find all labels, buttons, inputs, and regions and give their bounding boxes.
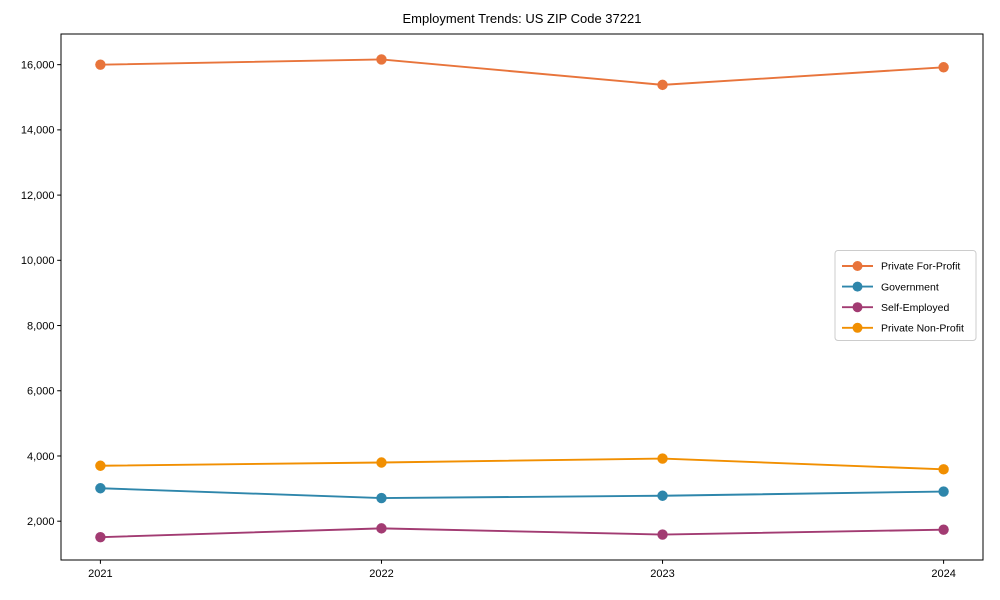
data-point-marker [938,486,949,497]
data-point-marker [938,62,949,73]
chart-title: Employment Trends: US ZIP Code 37221 [402,11,642,26]
line-series [100,58,944,86]
legend-label: Self-Employed [881,302,949,314]
data-point-marker [95,483,106,494]
legend-label: Private For-Profit [881,261,960,273]
legend-marker [852,302,863,313]
legend-marker [852,322,863,333]
x-tick-label: 2021 [88,568,112,580]
y-tick-label: 16,000 [21,59,55,71]
data-point-marker [376,457,387,468]
legend-box [834,250,977,341]
data-point-marker [657,490,668,501]
line-series [100,457,944,471]
y-tick-label: 6,000 [27,386,55,398]
data-point-marker [657,79,668,91]
data-point-marker [938,524,949,535]
y-tick-label: 10,000 [21,255,55,267]
data-point-marker [376,492,387,504]
y-tick-label: 14,000 [21,125,55,137]
y-tick-label: 4,000 [27,451,55,463]
legend-label: Private Non-Profit [881,323,964,335]
line-series [100,487,944,499]
y-tick-label: 12,000 [21,190,55,202]
legend-marker [852,261,863,271]
x-tick-label: 2023 [650,568,674,580]
y-tick-label: 8,000 [27,320,55,332]
data-point-marker [938,464,949,475]
data-point-marker [657,453,668,464]
data-point-marker [376,54,387,65]
data-point-marker [95,460,106,471]
x-tick-label: 2024 [931,568,955,580]
data-point-marker [657,529,668,540]
line-series [100,527,944,539]
legend-label: Government [881,281,939,293]
y-tick-label: 2,000 [27,516,55,528]
data-point-marker [95,59,106,70]
x-tick-label: 2022 [369,568,393,580]
plot-frame [60,33,984,561]
legend-marker [852,281,863,292]
data-point-marker [376,523,387,534]
data-point-marker [95,531,106,543]
